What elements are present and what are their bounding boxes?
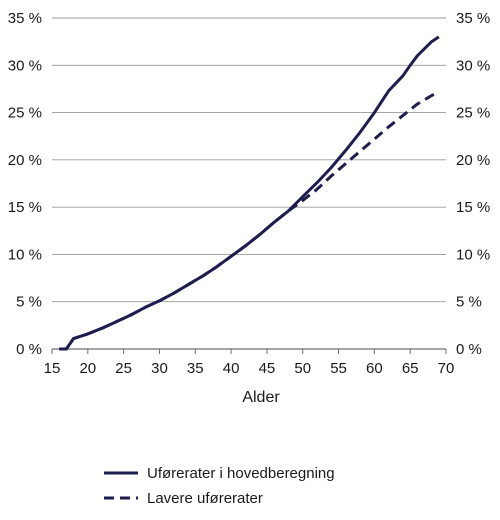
y-axis-left: 0 % 5 % 10 % 15 % 20 % 25 % 30 % 35 % [8,10,42,358]
y-tick-label-left: 5 % [16,294,42,311]
y-tick-label-right: 35 % [456,10,490,27]
y-tick-label-left: 35 % [8,10,42,27]
y-tick-label-right: 20 % [456,152,490,169]
series-line-lavere [59,90,440,351]
x-tick-label: 55 [330,360,347,377]
x-tick-label: 70 [438,360,455,377]
y-tick-label-left: 15 % [8,199,42,216]
y-tick-label-right: 10 % [456,246,490,263]
legend: Uførerater i hovedberegning Lavere ufører… [104,465,335,507]
y-tick-label-left: 0 % [16,341,42,358]
x-tick-label: 20 [79,360,96,377]
y-tick-label-left: 10 % [8,246,42,263]
legend-label: Lavere uførerater [147,490,263,507]
legend-label: Uførerater i hovedberegning [147,465,335,482]
x-tick-label: 35 [187,360,204,377]
y-tick-label-left: 25 % [8,105,42,122]
y-tick-label-left: 30 % [8,57,42,74]
x-axis: 15 20 25 30 35 40 45 50 55 60 65 70 [44,349,455,377]
y-tick-label-right: 25 % [456,105,490,122]
x-tick-label: 60 [366,360,383,377]
y-tick-label-right: 0 % [456,341,482,358]
x-tick-label: 25 [115,360,132,377]
series-lines [59,35,440,351]
x-tick-label: 65 [402,360,419,377]
x-tick-label: 15 [44,360,61,377]
grid-lines [52,17,446,350]
x-tick-label: 45 [259,360,276,377]
y-tick-label-right: 30 % [456,57,490,74]
series-line-hoved [59,35,440,351]
y-tick-label-right: 15 % [456,199,490,216]
x-tick-label: 50 [294,360,311,377]
y-axis-right: 0 % 5 % 10 % 15 % 20 % 25 % 30 % 35 % [456,10,490,358]
y-tick-label-right: 5 % [456,294,482,311]
y-tick-label-left: 20 % [8,152,42,169]
x-axis-title: Alder [242,389,280,406]
x-tick-label: 30 [151,360,168,377]
x-tick-label: 40 [223,360,240,377]
